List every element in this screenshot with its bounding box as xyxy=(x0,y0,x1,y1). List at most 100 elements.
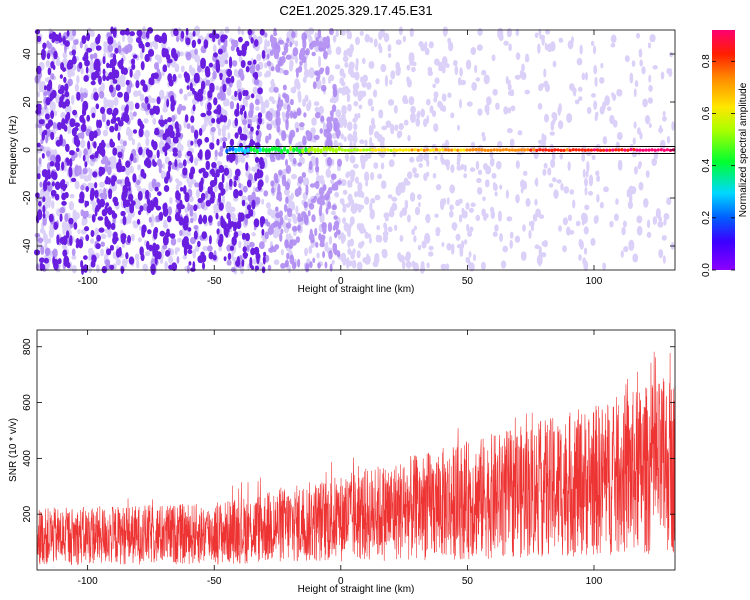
track-segment xyxy=(261,147,265,153)
track-segment xyxy=(355,148,360,152)
speckle-dense xyxy=(34,26,267,276)
track-segment xyxy=(413,148,417,152)
track-segment xyxy=(504,148,508,152)
track-segment xyxy=(526,148,530,152)
track-segment xyxy=(252,147,256,153)
spectrogram-y-axis-label: Frequency (Hz) xyxy=(8,116,19,185)
track-segment xyxy=(234,147,238,153)
track-segment xyxy=(422,148,426,152)
colorbar-gradient xyxy=(712,30,735,270)
track-segment xyxy=(468,148,472,152)
track-segment xyxy=(383,148,387,152)
track-segment xyxy=(653,148,657,152)
track-segment xyxy=(465,148,469,152)
track-segment xyxy=(434,148,439,152)
snr-x-tick-label: -50 xyxy=(207,576,222,587)
track-segment xyxy=(334,147,338,154)
track-segment xyxy=(258,147,262,153)
track-segment xyxy=(395,148,399,152)
track-segment xyxy=(361,148,366,152)
track-segment xyxy=(623,148,627,152)
track-segment xyxy=(507,148,512,152)
track-segment xyxy=(292,147,296,153)
snr-x-axis-label: Height of straight line (km) xyxy=(298,584,415,595)
track-segment xyxy=(602,148,606,152)
track-segment xyxy=(283,146,287,152)
track-segment xyxy=(592,148,597,152)
signal-track xyxy=(225,146,676,155)
spectrogram-panel: -100 -50 0 50 100 -40 -20 0 20 40 Height of stra… xyxy=(8,25,676,295)
track-segment xyxy=(553,148,557,152)
track-segment xyxy=(583,148,587,152)
track-segment xyxy=(279,148,284,154)
track-segment xyxy=(264,147,268,153)
track-segment xyxy=(571,148,575,152)
track-segment xyxy=(574,148,578,152)
track-segment xyxy=(337,146,341,152)
track-segment xyxy=(532,148,536,152)
spectrogram-y-tick-label: -40 xyxy=(22,238,33,253)
snr-y-tick-label: 400 xyxy=(22,450,33,467)
track-segment xyxy=(228,146,232,152)
track-segment xyxy=(462,148,466,152)
track-segment xyxy=(580,148,584,152)
track-segment xyxy=(380,148,384,152)
track-segment xyxy=(541,148,545,152)
colorbar: 0.0 0.2 0.4 0.6 0.8 Normalized spectral ampl… xyxy=(701,30,749,277)
track-segment xyxy=(635,148,639,152)
track-segment xyxy=(492,148,496,152)
snr-y-ticks: 200 400 600 800 xyxy=(22,338,675,523)
track-segment xyxy=(519,148,524,152)
track-segment xyxy=(313,147,317,154)
snr-panel: -100 -50 0 50 100 200 400 600 800 Height of str… xyxy=(8,329,676,595)
track-segment xyxy=(416,148,420,152)
track-segment xyxy=(559,148,563,152)
track-segment xyxy=(498,148,502,152)
track-segment xyxy=(608,148,612,152)
track-segment xyxy=(565,148,569,152)
track-segment xyxy=(556,148,560,152)
track-segment xyxy=(659,148,663,152)
track-segment xyxy=(489,148,493,152)
track-segment xyxy=(586,148,591,152)
track-segment xyxy=(237,146,241,153)
track-segment xyxy=(629,148,633,152)
snr-x-ticks: -100 -50 0 50 100 xyxy=(78,330,603,587)
track-segment xyxy=(474,148,478,152)
track-segment xyxy=(343,148,347,152)
track-segment xyxy=(319,148,323,154)
track-segment xyxy=(495,148,499,152)
track-segment xyxy=(523,148,527,152)
track-segment xyxy=(598,148,603,152)
track-segment xyxy=(644,148,648,152)
colorbar-tick-label: 0.4 xyxy=(701,158,712,172)
track-segment xyxy=(340,148,344,152)
track-segment xyxy=(638,148,642,152)
track-segment xyxy=(483,148,487,152)
track-segment xyxy=(450,148,454,152)
track-segment xyxy=(273,146,278,152)
track-segment xyxy=(276,146,281,153)
snr-x-tick-label: -100 xyxy=(78,576,98,587)
track-segment xyxy=(371,148,375,152)
track-segment xyxy=(368,148,372,152)
spectrogram-y-tick-label: 40 xyxy=(22,48,33,60)
track-segment xyxy=(665,148,670,152)
track-segment xyxy=(389,148,393,152)
track-segment xyxy=(544,148,548,152)
track-segment xyxy=(325,146,329,152)
track-segment xyxy=(440,148,445,152)
track-segment xyxy=(614,148,618,152)
track-segment xyxy=(270,146,275,152)
track-segment xyxy=(486,148,490,152)
track-segment xyxy=(322,146,326,152)
track-segment xyxy=(447,148,451,152)
track-segment xyxy=(410,148,414,152)
track-segment xyxy=(477,148,481,152)
track-segment xyxy=(231,146,235,152)
track-segment xyxy=(419,148,423,152)
track-segment xyxy=(611,148,615,152)
track-segment xyxy=(243,148,247,155)
track-segment xyxy=(428,148,433,152)
